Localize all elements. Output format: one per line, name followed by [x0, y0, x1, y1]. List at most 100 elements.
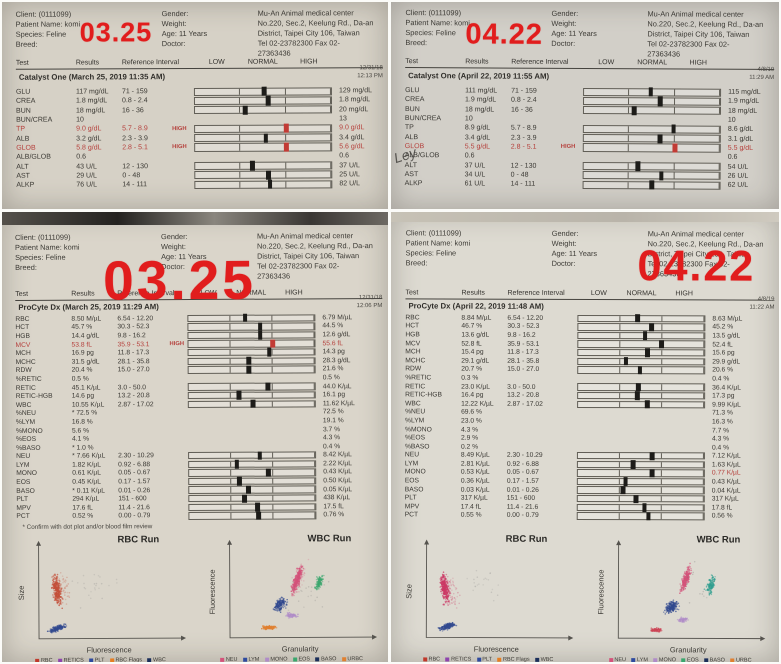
- reference-interval: 71 - 159: [511, 87, 537, 95]
- legend-item: RBC: [422, 656, 440, 662]
- reference-interval: 12 - 130: [122, 162, 148, 170]
- range-bar: [187, 356, 316, 366]
- reference-interval: 0.00 - 0.79: [506, 512, 539, 520]
- header-line: Mu-An Animal medical center: [257, 8, 354, 18]
- range-segment: [583, 135, 630, 142]
- range-bar-cell: [188, 378, 316, 379]
- previous-value: 44.0 K/µL: [322, 382, 352, 390]
- range-segment: [273, 469, 316, 476]
- test-name: ALKP: [404, 180, 423, 188]
- legend-swatch: [341, 657, 346, 662]
- table-row: ALKP 76 U/L 14 - 111 82 U/L: [16, 179, 383, 190]
- range-bar-cell: [582, 105, 721, 116]
- range-bar-cell: [193, 96, 332, 106]
- reference-interval: 35.9 - 53.1: [507, 340, 540, 348]
- range-segment: [194, 88, 241, 95]
- range-segment: [662, 350, 705, 356]
- legend-swatch: [445, 657, 450, 662]
- range-bar: [582, 161, 721, 171]
- range-bar: [577, 348, 706, 358]
- result-tick-marker: [255, 502, 260, 512]
- range-segment: [662, 384, 705, 391]
- result-tick-marker: [261, 86, 267, 96]
- reference-interval: 6.54 - 12.20: [117, 315, 154, 323]
- result-tick-marker: [265, 382, 271, 391]
- previous-value: 62 U/L: [727, 181, 749, 189]
- previous-value: 6.79 M/µL: [322, 313, 353, 322]
- result-value: 111 mg/dL: [465, 87, 498, 95]
- range-bar: [188, 511, 317, 520]
- range-segment: [629, 135, 675, 142]
- reference-interval: 28.1 - 35.8: [117, 358, 150, 366]
- rbc-run-title: RBC Run: [117, 534, 159, 545]
- dot-plots: RBC Run Fluorescence Size RBC RETICS PLT RBC F…: [5, 531, 388, 662]
- test-name: RETIC: [405, 382, 426, 390]
- result-tick-marker: [635, 391, 640, 401]
- test-name: ALB: [404, 133, 419, 141]
- col-results: Results: [461, 289, 485, 297]
- legend-item: EOS: [681, 657, 699, 662]
- reference-interval: 0.01 - 0.26: [506, 486, 539, 494]
- range-segment: [628, 172, 675, 179]
- range-bar-cell: [188, 421, 316, 422]
- previous-time: 12:06 PM: [356, 302, 383, 309]
- rbc-run-xlabel: Fluorescence: [474, 645, 519, 654]
- legend-swatch: [35, 658, 40, 662]
- range-segment: [189, 478, 232, 485]
- range-segment: [662, 315, 705, 322]
- previous-value: 317 K/µL: [711, 495, 739, 503]
- wbc-run-xlabel: Granularity: [281, 644, 318, 653]
- reference-interval: 6.54 - 12.20: [507, 314, 544, 322]
- report-header: Client: (0111099) Patient Name: komi Speci…: [16, 8, 384, 60]
- range-segment: [285, 97, 331, 104]
- legend-item: RETICS: [58, 658, 84, 662]
- range-segment: [629, 125, 675, 133]
- range-bar-cell: [187, 356, 316, 366]
- previous-value: 14.3 pg: [322, 348, 345, 356]
- result-tick-marker: [649, 451, 655, 461]
- result-value: 53.8 fL: [71, 341, 92, 349]
- flag-label: HIGH: [172, 144, 187, 151]
- range-segment: [188, 324, 231, 330]
- previous-value: 3.1 g/dL: [727, 135, 754, 143]
- rbc-run-plot: RBC Run Fluorescence Size RBC RETICS PLT RBC F…: [402, 531, 574, 662]
- date-stamp: 04.22: [465, 18, 544, 51]
- result-tick-marker: [257, 330, 263, 340]
- report-page: Client: (0111099) Patient Name: komi Speci…: [2, 2, 388, 209]
- reference-interval: 0.00 - 0.79: [118, 512, 151, 520]
- test-name: GLU: [405, 87, 420, 95]
- legend-item: PLT: [89, 657, 104, 662]
- range-bar-cell: [194, 105, 333, 115]
- test-name: MONO: [16, 470, 38, 478]
- range-segment: [240, 125, 286, 132]
- reference-interval: 71 - 159: [121, 88, 148, 96]
- previous-value: 115 mg/dL: [728, 88, 761, 97]
- legend-label: MONO: [270, 656, 288, 662]
- range-segment: [230, 323, 273, 330]
- range-bar-cell: [188, 438, 316, 439]
- result-value: 18 mg/dL: [76, 107, 106, 115]
- range-bar: [583, 96, 722, 106]
- col-reference-interval: Reference Interval: [511, 58, 569, 66]
- previous-value: 17.5 fL: [323, 503, 344, 511]
- legend-swatch: [730, 658, 735, 662]
- test-name: HGB: [405, 331, 420, 339]
- patient-info: Gender: Weight: Age: 11 Years Doctor:: [552, 229, 648, 279]
- range-segment: [188, 384, 231, 390]
- header-line: Gender:: [551, 228, 579, 238]
- range-bar: [188, 485, 317, 495]
- test-name: ALB: [16, 135, 30, 143]
- reference-interval: 2.87 - 17.02: [117, 400, 154, 409]
- previous-value: 13.5 g/dL: [712, 332, 741, 340]
- range-segment: [188, 366, 231, 373]
- range-segment: [662, 333, 705, 339]
- range-bar: [577, 357, 706, 366]
- result-value: 8.49 K/µL: [460, 451, 490, 459]
- previous-value: 25 U/L: [339, 171, 360, 179]
- range-segment: [577, 496, 620, 502]
- result-tick-marker: [246, 485, 251, 495]
- range-bar-cell: [576, 494, 705, 504]
- legend-swatch: [476, 657, 481, 662]
- result-tick-marker: [642, 331, 648, 340]
- reference-interval: 5.7 - 8.9: [510, 124, 537, 133]
